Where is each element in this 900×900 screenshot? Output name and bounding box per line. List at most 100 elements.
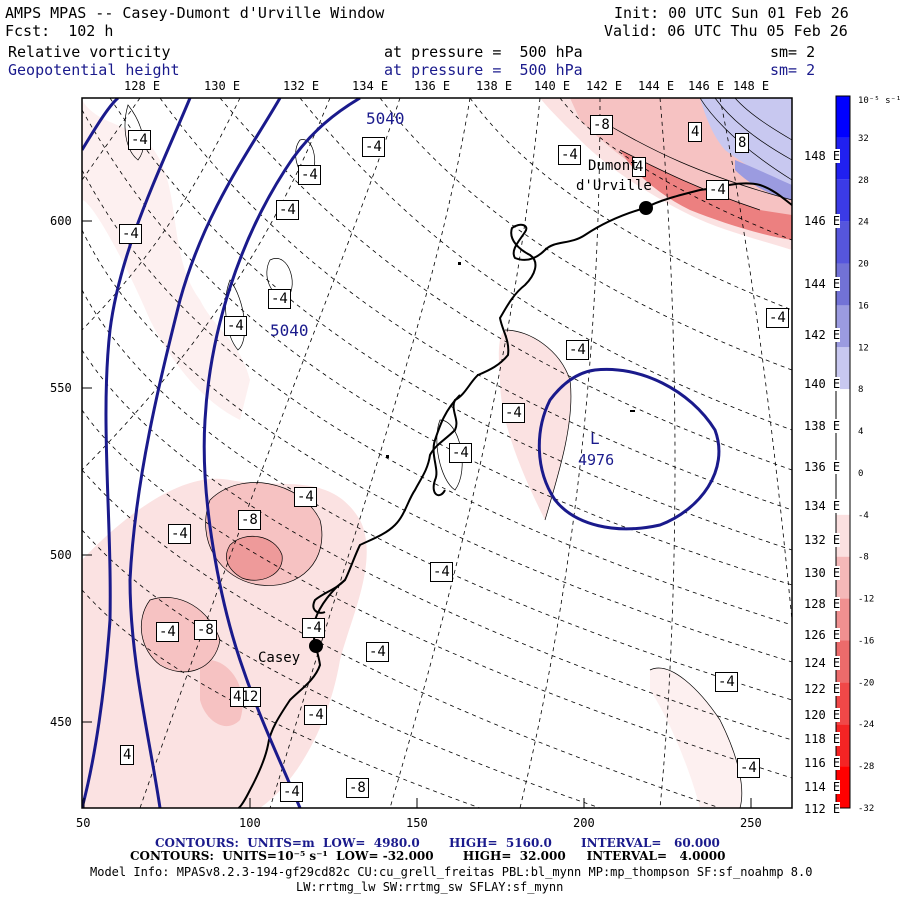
coastline [237, 182, 792, 808]
vorticity-contour-label: -4 [168, 524, 191, 544]
colorbar-tick-label: 20 [858, 260, 869, 270]
init-time: Init: 00 UTC Sun 01 Feb 26 [614, 4, 849, 22]
vorticity-contour-label: -4 [224, 316, 247, 336]
lon-label-top: 136 E [414, 79, 451, 93]
dumont-durville-marker [639, 201, 653, 215]
colorbar-tick-label: -32 [858, 804, 874, 814]
colorbar-swatch [836, 179, 850, 222]
lon-label-top: 130 E [204, 79, 241, 93]
lon-label-right: 144 E [804, 277, 841, 291]
lon-label-right: 148 E [804, 149, 841, 163]
height-contour-label: 5040 [366, 109, 405, 128]
vorticity-contour-label: -4 [128, 130, 151, 150]
y-tick-550: 550 [50, 381, 72, 395]
lon-label-right: 130 E [804, 566, 841, 580]
footer-vorticity-contours: CONTOURS: UNITS=10⁻⁵ s⁻¹ LOW= -32.000 HI… [130, 849, 726, 863]
y-tick-450: 450 [50, 715, 72, 729]
lon-label-right: 138 E [804, 419, 841, 433]
colorbar-tick-label: 4 [858, 427, 863, 437]
lon-label-right: 134 E [804, 499, 841, 513]
small-contour-specks [386, 262, 635, 458]
field2-level: at pressure = 500 hPa [384, 61, 583, 79]
vorticity-contour-label: 4 [120, 745, 135, 765]
colorbar-tick-label: 8 [858, 385, 863, 395]
vorticity-contour-label: 4 [230, 687, 245, 707]
lon-label-right: 146 E [804, 214, 841, 228]
casey-marker [309, 639, 323, 653]
x-tick-50: 50 [76, 816, 91, 830]
vorticity-contour-label: -4 [737, 758, 760, 778]
y-tick-600: 600 [50, 214, 72, 228]
lon-label-right: 126 E [804, 628, 841, 642]
lon-label-right: 128 E [804, 597, 841, 611]
colorbar-frame [835, 95, 851, 809]
footer-model-physics: LW:rrtmg_lw SW:rrtmg_sw SFLAY:sf_mynn [296, 880, 564, 894]
vorticity-contour-label: -4 [298, 165, 321, 185]
vorticity-contour-label: -4 [280, 782, 303, 802]
lon-label-top: 138 E [476, 79, 513, 93]
vorticity-contour-label: -8 [194, 620, 217, 640]
colorbar-tick-label: -12 [858, 595, 874, 605]
valid-time: Valid: 06 UTC Thu 05 Feb 26 [604, 22, 848, 40]
lon-label-top: 132 E [283, 79, 320, 93]
colorbar: 10⁻⁵ s⁻¹ 32 28 24 20 16 12 8 4 0 -4 -8 -12 -16 -20 -24 -… [835, 95, 900, 814]
vorticity-contour-label: -8 [238, 510, 261, 530]
height-contour-label: 5040 [270, 321, 309, 340]
vorticity-contour-label: -8 [590, 115, 613, 135]
vorticity-contour-label: -4 [156, 622, 179, 642]
colorbar-tick-label: -28 [858, 762, 874, 772]
vorticity-contour-label: -4 [558, 145, 581, 165]
vorticity-contour-label: -4 [430, 562, 453, 582]
lon-label-right: 116 E [804, 756, 841, 770]
x-tick-200: 200 [573, 816, 595, 830]
lon-label-top: 146 E [688, 79, 725, 93]
field2-name: Geopotential height [8, 61, 180, 79]
lon-label-top: 128 E [124, 79, 161, 93]
lon-label-right: 124 E [804, 656, 841, 670]
vorticity-contour-label: -4 [766, 308, 789, 328]
vorticity-contour-label: 4 [688, 122, 703, 142]
latlon-grid [82, 98, 792, 808]
vorticity-contour-label: 8 [735, 133, 750, 153]
footer-height-contours: CONTOURS: UNITS=m LOW= 4980.0 HIGH= 5160… [155, 836, 720, 850]
lon-label-top: 140 E [534, 79, 571, 93]
vorticity-contour-label: -4 [449, 443, 472, 463]
lon-label-right: 132 E [804, 533, 841, 547]
vorticity-contour-label: -4 [304, 705, 327, 725]
colorbar-tick-label: 28 [858, 176, 869, 186]
y-tick-500: 500 [50, 548, 72, 562]
colorbar-tick-label: 32 [858, 134, 869, 144]
colorbar-tick-label: 12 [858, 343, 869, 353]
vorticity-contour-label: -4 [268, 289, 291, 309]
vorticity-contour-label: -4 [294, 487, 317, 507]
colorbar-tick-label: 24 [858, 218, 869, 228]
colorbar-swatch [836, 766, 850, 808]
lon-label-right: 142 E [804, 328, 841, 342]
y-axis-ticks [82, 220, 752, 808]
colorbar-unit: 10⁻⁵ s⁻¹ [858, 96, 900, 106]
colorbar-tick-label: -4 [858, 511, 869, 521]
vorticity-contour-label: -4 [566, 340, 589, 360]
place-name-casey: Casey [258, 650, 301, 666]
field1-level: at pressure = 500 hPa [384, 43, 583, 61]
colorbar-tick-label: -24 [858, 720, 874, 730]
field2-smoothing: sm= 2 [770, 61, 816, 79]
vorticity-contour-label: -4 [302, 618, 325, 638]
colorbar-tick-label: -20 [858, 678, 874, 688]
vorticity-contour-label: -4 [366, 642, 389, 662]
colorbar-tick-label: 0 [858, 469, 863, 479]
vorticity-contour-label: -4 [276, 200, 299, 220]
forecast-hour: Fcst: 102 h [5, 22, 114, 40]
vorticity-contour-label: -4 [362, 137, 385, 157]
colorbar-swatch [836, 137, 850, 180]
lon-label-right: 140 E [804, 377, 841, 391]
lon-label-right: 122 E [804, 682, 841, 696]
lon-label-right: 136 E [804, 460, 841, 474]
lon-label-right: 112 E [804, 802, 841, 816]
vorticity-contour-label: -8 [346, 778, 369, 798]
lon-label-right: 120 E [804, 708, 841, 722]
low-pressure-value: 4976 [578, 451, 615, 469]
colorbar-swatch [836, 96, 850, 138]
field1-smoothing: sm= 2 [770, 43, 816, 61]
